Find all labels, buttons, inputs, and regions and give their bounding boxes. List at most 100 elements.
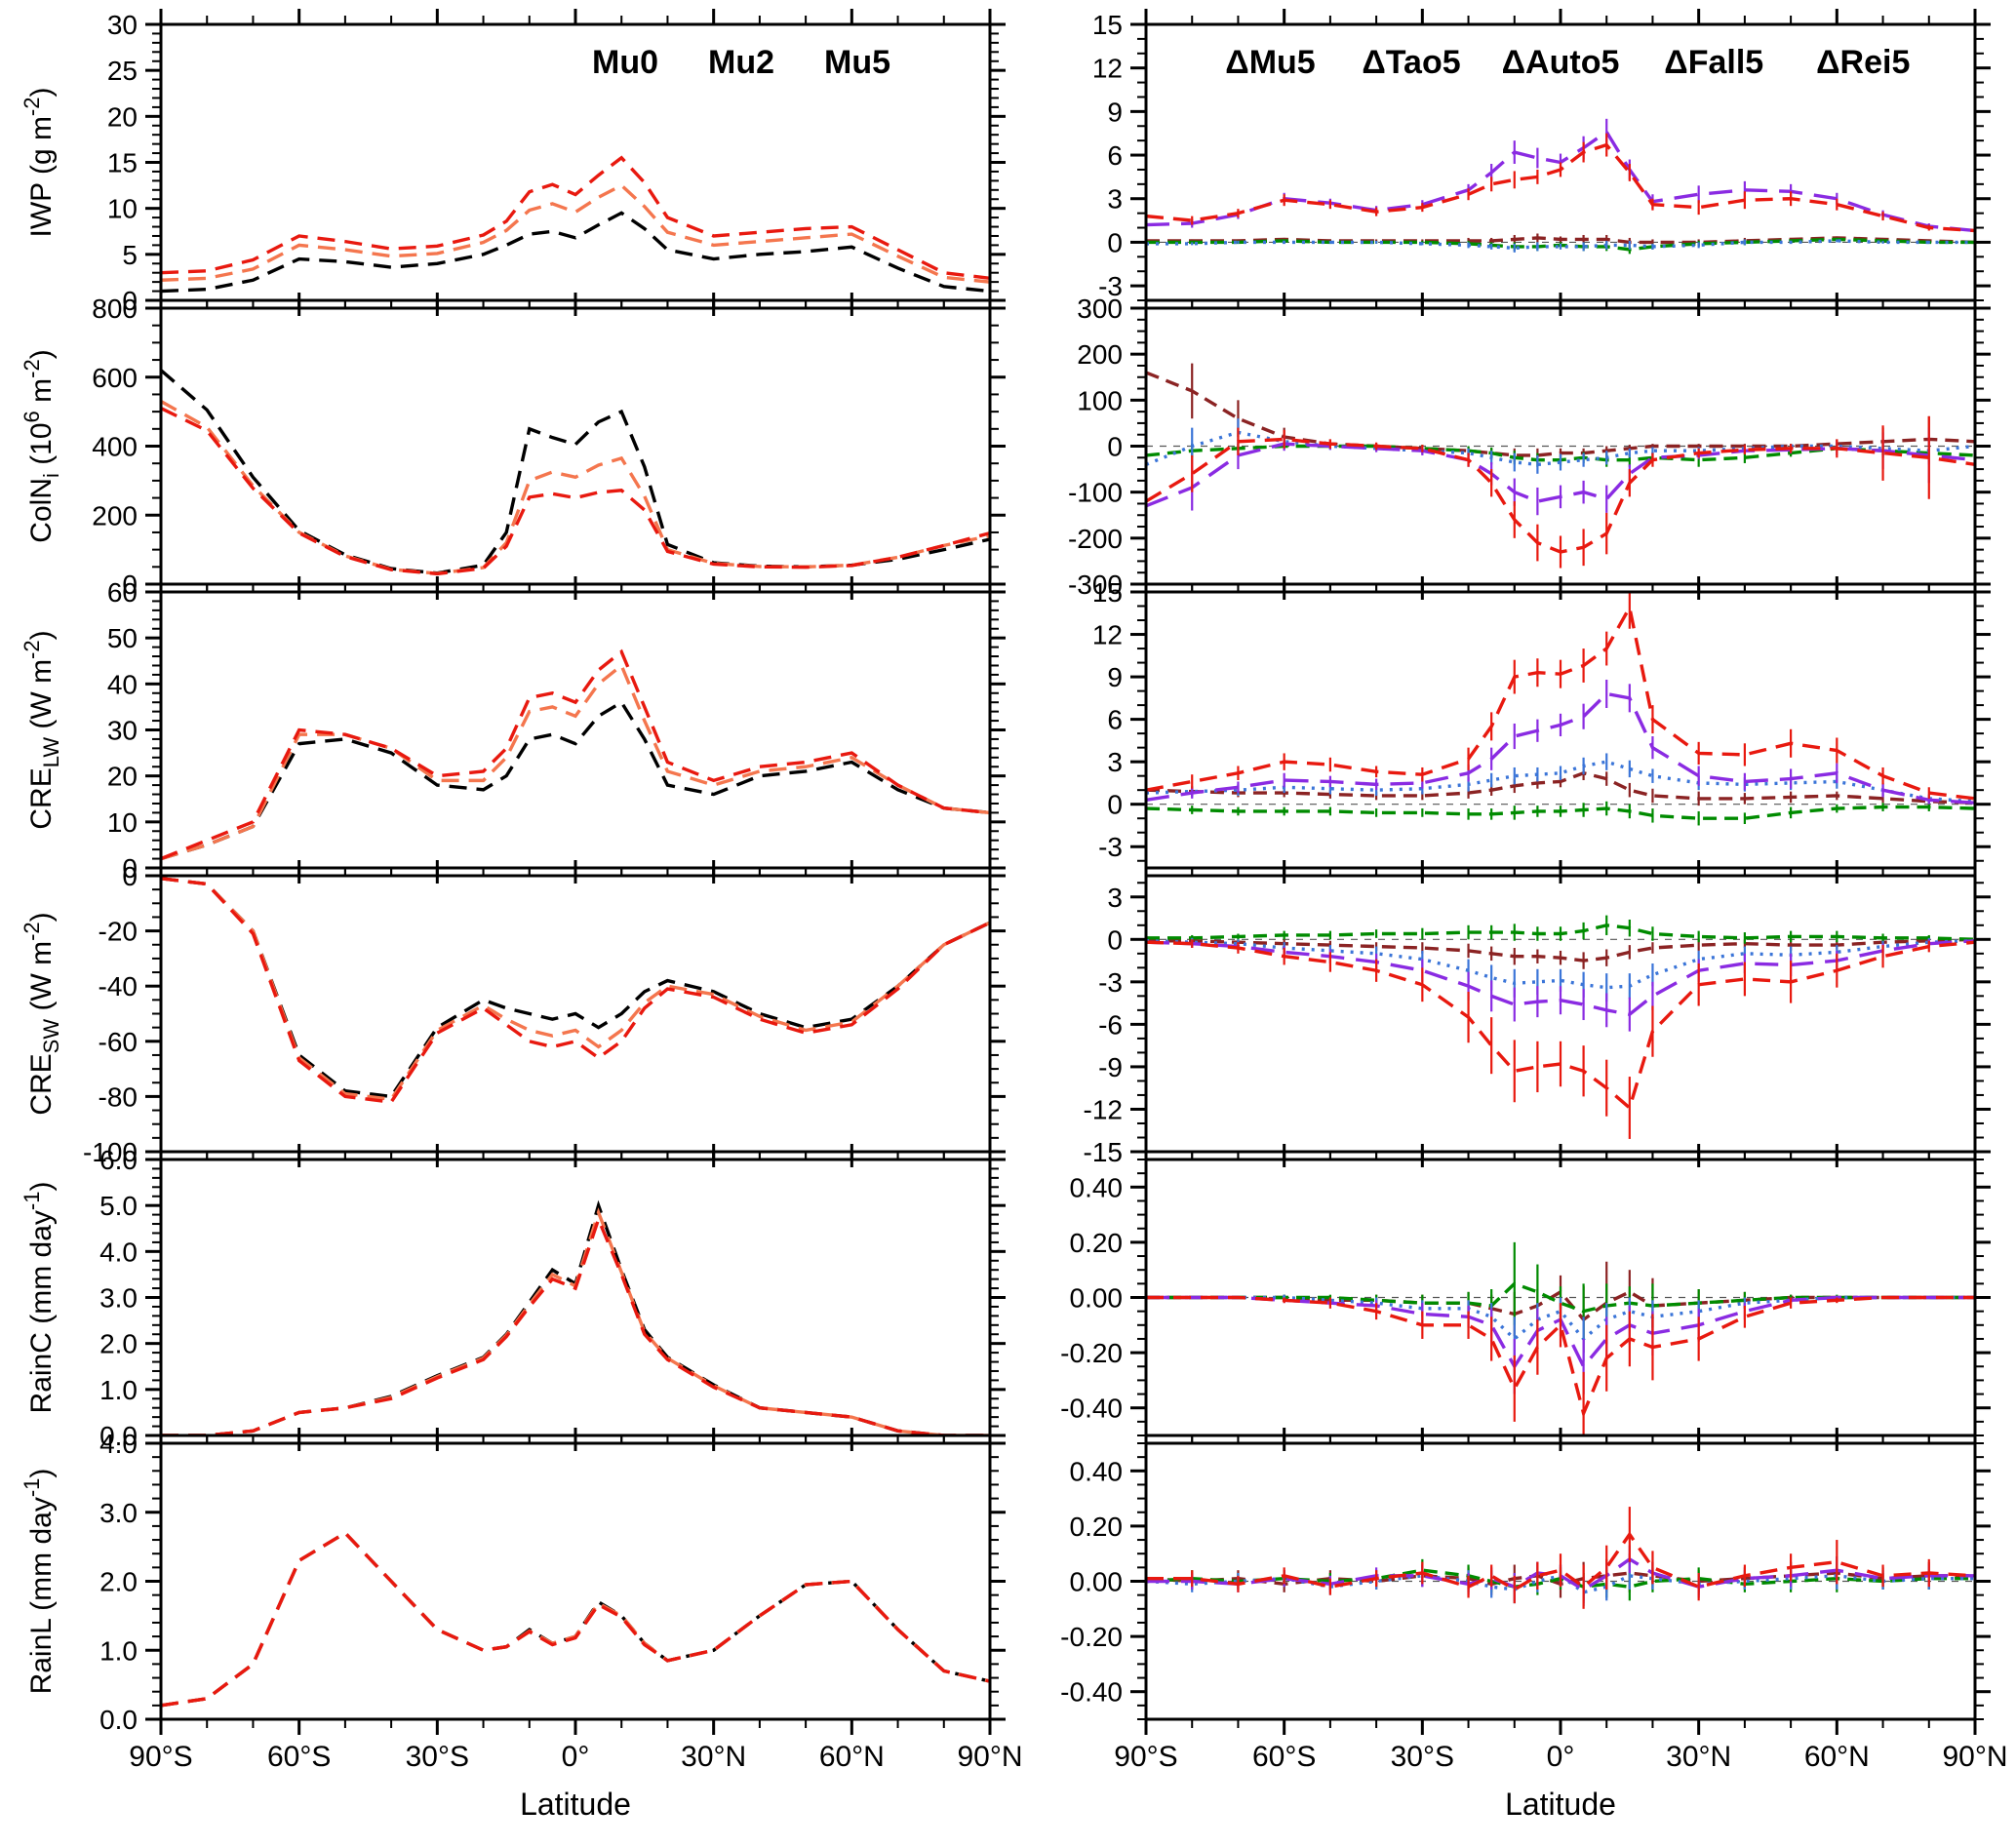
y-tick-label: 6.0	[99, 1145, 138, 1175]
plot-frame	[159, 1441, 992, 1721]
y-tick-label: 0	[1107, 227, 1123, 257]
legend-item-fall5: ΔFall5	[1664, 44, 1763, 81]
y-tick-label: 0	[122, 853, 138, 884]
y-tick-label: -6	[1098, 1009, 1123, 1040]
y-tick-label: -80	[99, 1081, 138, 1112]
x-tick-label: 90°N	[957, 1741, 1022, 1773]
mu5-line	[1146, 940, 1975, 1112]
fall5-line	[1146, 236, 1975, 245]
y-tick-label: 400	[92, 432, 138, 462]
y-tick-label: -3	[1098, 832, 1123, 862]
mu5-line	[161, 877, 990, 1104]
y-tick-label: 15	[1092, 577, 1123, 608]
y-tick-label: -100	[83, 1137, 138, 1167]
y-tick-label: 30	[107, 10, 138, 40]
mu0-line	[161, 877, 990, 1099]
panel-iwp: 0 5 10 15 20 25 30 IWP (g m-2) Mu0 Mu2 Mu5	[20, 9, 1006, 316]
y-axis-label: RainC (mm day-1)	[20, 1182, 58, 1414]
y-tick-label: 15	[107, 148, 138, 178]
y-tick-label: 10	[107, 194, 138, 224]
rei5-line	[1146, 760, 1975, 804]
y-tick-label: -9	[1098, 1052, 1123, 1082]
y-tick-label: 9	[1107, 662, 1123, 692]
mu5-line	[1146, 1295, 1975, 1419]
mu2-line	[161, 1530, 990, 1708]
panel-cre-sw: -100 -80 -60 -40 -20 0 CRESW (W m-2)	[20, 860, 1006, 1167]
x-tick-label: 90°S	[1114, 1741, 1177, 1773]
y-tick-label: 0.40	[1070, 1172, 1124, 1202]
panel-d-cre-sw: -15 -12 -9 -6 -3 0 3	[1084, 860, 1991, 1167]
mu5-line	[161, 155, 990, 281]
mu5-line	[161, 1214, 990, 1435]
y-tick-label: -20	[99, 917, 138, 947]
y-tick-label: 50	[107, 623, 138, 653]
x-tick-label: 30°N	[681, 1741, 746, 1773]
panel-d-iwp: -3 0 3 6 9 12 15 ΔMu5 ΔTao5 ΔAuto5 ΔFall5 ΔRei5	[1092, 9, 1991, 316]
y-tick-label: 4.0	[99, 1237, 138, 1267]
auto5-line	[1146, 939, 1975, 1017]
x-tick-label: 0°	[1547, 1741, 1575, 1773]
x-tick-label: 90°N	[1942, 1741, 2007, 1773]
legend-item-mu5: ΔMu5	[1225, 44, 1315, 81]
panel-rainc: 0.0 1.0 2.0 3.0 4.0 5.0 6.0 RainC (mm day-1)	[20, 1144, 1006, 1451]
mu2-line	[161, 400, 990, 575]
y-tick-label: 200	[92, 500, 138, 531]
y-axis-label: CRESW (W m-2)	[20, 912, 63, 1115]
y-tick-label: 0	[1107, 432, 1123, 462]
tao5-line	[1146, 805, 1975, 820]
tao5-errorbars	[1146, 801, 1975, 826]
y-tick-label: 10	[107, 807, 138, 838]
legend-item-mu0: Mu0	[592, 44, 658, 81]
y-tick-label: 600	[92, 363, 138, 393]
y-tick-label: 1.0	[99, 1635, 138, 1666]
y-tick-label: -0.20	[1060, 1622, 1123, 1652]
y-tick-label: 2.0	[99, 1567, 138, 1597]
mu5-line	[161, 648, 990, 861]
x-tick-label: 60°S	[267, 1741, 331, 1773]
y-tick-label: 0	[1107, 924, 1123, 955]
y-axis-label: CRELW (W m-2)	[20, 630, 63, 829]
panel-colni: 0 200 400 600 800 ColNi (106 m-2)	[20, 293, 1006, 600]
y-tick-label: 30	[107, 716, 138, 746]
mu2-line	[161, 183, 990, 284]
mu0-line	[161, 1199, 990, 1435]
x-tick-label: 90°S	[129, 1741, 192, 1773]
y-tick-label: 40	[107, 669, 138, 699]
y-tick-label: 20	[107, 101, 138, 132]
y-tick-label: 1.0	[99, 1375, 138, 1405]
y-tick-label: 200	[1077, 339, 1123, 370]
y-tick-label: 0.0	[99, 1705, 138, 1735]
x-tick-label: 0°	[562, 1741, 590, 1773]
y-axis-label: IWP (g m-2)	[20, 87, 58, 237]
panel-d-colni: -300 -200 -100 0 100 200 300	[1068, 293, 1991, 600]
plot-frame	[159, 590, 992, 870]
y-tick-label: -40	[99, 971, 138, 1002]
y-tick-label: -0.40	[1060, 1677, 1123, 1708]
y-axis-label: ColNi (106 m-2)	[20, 349, 63, 542]
mu5-line	[1146, 437, 1975, 554]
y-tick-label: 5	[122, 240, 138, 270]
y-tick-label: 25	[107, 56, 138, 86]
y-tick-label: -0.20	[1060, 1338, 1123, 1368]
y-tick-label: 300	[1077, 294, 1123, 324]
y-tick-label: 800	[92, 294, 138, 324]
y-tick-label: -60	[99, 1027, 138, 1057]
mu0-line	[161, 369, 990, 575]
mu5-line	[161, 407, 990, 576]
fall5-line	[1146, 371, 1975, 457]
mu0-line	[161, 211, 990, 294]
y-tick-label: 12	[1092, 54, 1123, 84]
y-tick-label: -300	[1068, 570, 1123, 600]
y-tick-label: 0	[122, 286, 138, 316]
x-axis-label-right: Latitude	[1505, 1787, 1616, 1822]
mu5-errorbars	[1146, 133, 1975, 235]
fall5-line	[1146, 937, 1975, 963]
y-tick-label: 100	[1077, 385, 1123, 415]
x-tick-label: 30°S	[406, 1741, 469, 1773]
mu5-line	[161, 1530, 990, 1708]
y-tick-label: 0.00	[1070, 1283, 1124, 1314]
x-tick-label: 30°N	[1666, 1741, 1731, 1773]
y-tick-label: -0.40	[1060, 1394, 1123, 1424]
